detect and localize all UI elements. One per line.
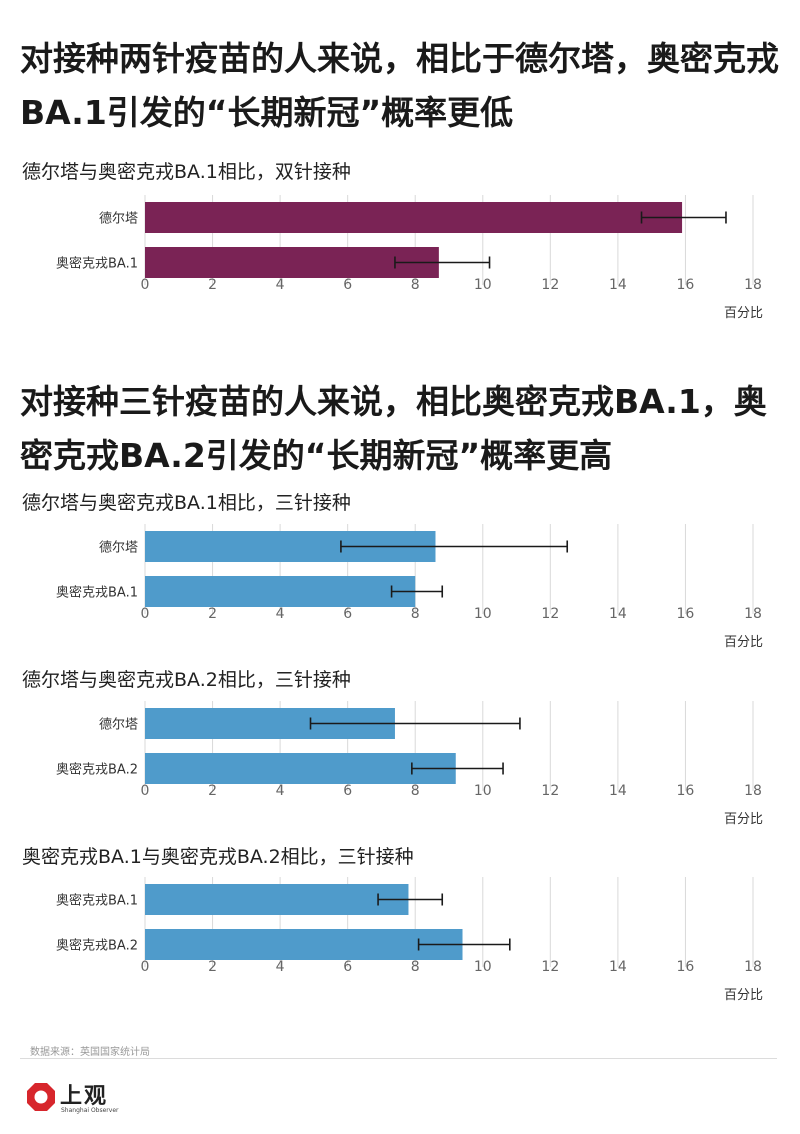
shanghai-observer-logo-icon	[27, 1083, 55, 1111]
x-tick-label: 4	[276, 959, 285, 975]
chart-title: 德尔塔与奥密克戎BA.2相比，三针接种	[22, 669, 351, 691]
x-tick-label: 6	[343, 277, 352, 293]
x-tick-label: 10	[474, 277, 492, 293]
x-axis-label: 百分比	[724, 635, 763, 650]
brand-logo: 上观 Shanghai Observer	[26, 1080, 146, 1120]
x-tick-label: 16	[677, 606, 695, 622]
bar	[145, 247, 439, 278]
x-tick-label: 6	[343, 959, 352, 975]
x-tick-label: 10	[474, 959, 492, 975]
x-tick-label: 8	[411, 277, 420, 293]
x-tick-label: 2	[208, 606, 217, 622]
x-tick-label: 2	[208, 783, 217, 799]
x-tick-label: 4	[276, 277, 285, 293]
logo-name-en: Shanghai Observer	[61, 1107, 119, 1114]
x-tick-label: 0	[141, 606, 150, 622]
chart-title: 奥密克戎BA.1与奥密克戎BA.2相比，三针接种	[22, 846, 414, 868]
x-tick-label: 8	[411, 606, 420, 622]
x-tick-label: 8	[411, 783, 420, 799]
x-tick-label: 0	[141, 277, 150, 293]
x-tick-label: 12	[541, 277, 559, 293]
headline-two-dose: 对接种两针疫苗的人来说，相比于德尔塔，奥密克戎BA.1引发的“长期新冠”概率更低	[20, 39, 779, 132]
x-tick-label: 4	[276, 606, 285, 622]
category-label: 奥密克戎BA.2	[56, 762, 138, 778]
x-tick-label: 18	[744, 606, 762, 622]
category-label: 德尔塔	[99, 212, 138, 227]
x-tick-label: 16	[677, 959, 695, 975]
x-tick-label: 10	[474, 606, 492, 622]
x-axis-label: 百分比	[724, 812, 763, 827]
bar	[145, 753, 456, 784]
x-tick-label: 4	[276, 783, 285, 799]
x-tick-label: 2	[208, 959, 217, 975]
x-tick-label: 0	[141, 783, 150, 799]
category-label: 德尔塔	[99, 718, 138, 733]
bar	[145, 929, 463, 960]
category-label: 奥密克戎BA.1	[56, 256, 138, 272]
x-tick-label: 16	[677, 277, 695, 293]
bar	[145, 576, 416, 607]
bar	[145, 202, 683, 233]
logo-name-cn: 上观	[60, 1084, 109, 1109]
x-tick-label: 6	[343, 783, 352, 799]
x-tick-label: 2	[208, 277, 217, 293]
x-tick-label: 10	[474, 783, 492, 799]
x-tick-label: 0	[141, 959, 150, 975]
category-label: 奥密克戎BA.1	[56, 585, 138, 601]
category-label: 奥密克戎BA.2	[56, 938, 138, 954]
data-source: 数据来源：英国国家统计局	[30, 1047, 150, 1058]
x-tick-label: 12	[541, 783, 559, 799]
x-tick-label: 14	[609, 959, 627, 975]
category-label: 德尔塔	[99, 541, 138, 556]
x-tick-label: 6	[343, 606, 352, 622]
bar	[145, 884, 409, 915]
x-axis-label: 百分比	[724, 306, 763, 321]
x-axis-label: 百分比	[724, 988, 763, 1003]
x-tick-label: 12	[541, 606, 559, 622]
footer-divider	[20, 1058, 777, 1059]
x-tick-label: 14	[609, 277, 627, 293]
category-label: 奥密克戎BA.1	[56, 893, 138, 909]
chart-title: 德尔塔与奥密克戎BA.1相比，三针接种	[22, 492, 351, 514]
x-tick-label: 14	[609, 606, 627, 622]
chart-three-dose-ba1-vs-ba2: 奥密克戎BA.1 奥密克戎BA.20 2 4 6 8 10 12 14 16 18 百分比	[56, 877, 763, 1003]
x-tick-label: 18	[744, 959, 762, 975]
x-tick-label: 14	[609, 783, 627, 799]
chart-title: 德尔塔与奥密克戎BA.1相比，双针接种	[22, 161, 351, 183]
x-tick-label: 12	[541, 959, 559, 975]
x-tick-label: 18	[744, 277, 762, 293]
x-tick-label: 18	[744, 783, 762, 799]
x-tick-label: 8	[411, 959, 420, 975]
headline-three-dose: 对接种三针疫苗的人来说，相比奥密克戎BA.1，奥密克戎BA.2引发的“长期新冠”…	[20, 382, 767, 475]
x-tick-label: 16	[677, 783, 695, 799]
